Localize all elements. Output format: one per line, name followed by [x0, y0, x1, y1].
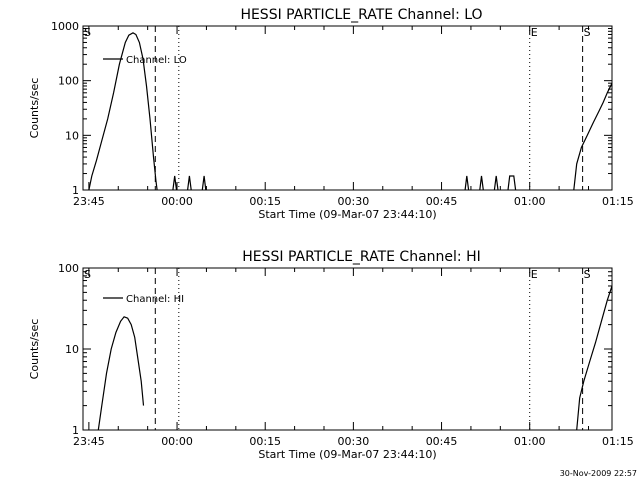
- x-tick-label: 00:30: [338, 435, 370, 448]
- x-tick-label: 00:00: [161, 435, 193, 448]
- y-axis-label-hi: Counts/sec: [28, 319, 41, 380]
- chart-title-hi: HESSI PARTICLE_RATE Channel: HI: [242, 249, 480, 265]
- series-line-hi: [97, 316, 145, 431]
- y-tick-label: 1000: [51, 20, 79, 33]
- series-line-lo: [493, 175, 499, 191]
- legend-label-hi: Channel: HI: [126, 294, 184, 305]
- y-tick-label: 100: [58, 75, 79, 88]
- plot-frame-lo: [82, 25, 613, 191]
- x-tick-label: 00:00: [161, 195, 193, 208]
- x-tick-label: 01:00: [514, 195, 546, 208]
- series-line-lo: [479, 175, 484, 191]
- x-axis-label-lo: Start Time (09-Mar-07 23:44:10): [258, 208, 436, 221]
- event-marker-label: E: [531, 268, 538, 281]
- y-axis-label-lo: Counts/sec: [28, 78, 41, 139]
- y-tick-label: 100: [58, 262, 79, 275]
- x-axis-label-hi: Start Time (09-Mar-07 23:44:10): [258, 448, 436, 461]
- x-tick-label: 00:15: [249, 195, 281, 208]
- event-marker-label: S: [84, 268, 91, 281]
- x-tick-label: 01:15: [602, 195, 634, 208]
- x-tick-label: 00:45: [426, 195, 458, 208]
- series-line-lo: [507, 175, 517, 191]
- x-tick-label: 00:45: [426, 435, 458, 448]
- y-tick-label: 1: [72, 184, 79, 197]
- y-tick-label: 1: [72, 424, 79, 437]
- x-tick-label: 23:45: [73, 195, 105, 208]
- x-tick-label: 00:30: [338, 195, 370, 208]
- y-tick-label: 10: [65, 343, 79, 356]
- series-line-lo: [187, 175, 192, 191]
- series-line-lo: [88, 32, 158, 191]
- series-line-lo: [201, 175, 207, 191]
- event-marker-label: S: [584, 26, 591, 39]
- plot-frame-hi: [82, 267, 613, 431]
- x-tick-label: 01:15: [602, 435, 634, 448]
- event-marker-label: S: [84, 26, 91, 39]
- series-line-hi: [576, 285, 613, 431]
- y-tick-label: 10: [65, 129, 79, 142]
- x-tick-label: 00:15: [249, 435, 281, 448]
- legend-label-lo: Channel: LO: [126, 55, 187, 66]
- x-tick-label: 01:00: [514, 435, 546, 448]
- chart-title-lo: HESSI PARTICLE_RATE Channel: LO: [240, 7, 482, 23]
- chart-panel-lo: HESSI PARTICLE_RATE Channel: LO 1 10 100 100…: [28, 7, 634, 221]
- event-marker-label: E: [531, 26, 538, 39]
- event-marker-label: S: [584, 268, 591, 281]
- footer-timestamp: 30-Nov-2009 22:57: [560, 469, 637, 478]
- series-line-lo: [573, 82, 613, 191]
- chart-panel-hi: HESSI PARTICLE_RATE Channel: HI 1 10 100 23:…: [28, 249, 634, 461]
- x-tick-label: 23:45: [73, 435, 105, 448]
- series-line-lo: [172, 175, 178, 191]
- series-line-lo: [464, 175, 470, 191]
